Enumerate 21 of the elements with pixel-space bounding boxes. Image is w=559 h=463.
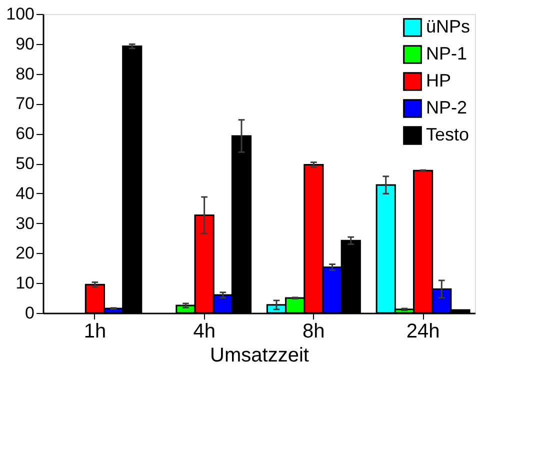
x-tick-label: 8h <box>302 320 325 342</box>
y-tick-label: 10 <box>16 274 34 293</box>
legend-label: HP <box>426 70 452 90</box>
y-tick-label: 20 <box>16 244 34 263</box>
y-tick-label: 80 <box>16 64 34 84</box>
y-tick-label: 50 <box>16 154 34 173</box>
x-axis-title: Umsatzzeit <box>210 344 310 366</box>
y-tick-label: 60 <box>16 124 34 144</box>
x-tick-label: 24h <box>406 320 440 342</box>
legend-label: NP-1 <box>426 44 468 64</box>
x-tick-label: 4h <box>193 320 216 342</box>
y-tick-label: 90 <box>16 34 34 54</box>
y-tick-label: 100 <box>6 4 34 24</box>
y-tick-label: 30 <box>16 214 34 233</box>
y-tick-label: 70 <box>16 94 34 114</box>
y-tick-label: 0 <box>25 304 34 322</box>
legend-label: Testo <box>426 124 470 144</box>
legend-label: üNPs <box>426 16 470 36</box>
x-tick-label: 1h <box>84 320 106 342</box>
legend-label: NP-2 <box>426 98 468 118</box>
y-tick-label: 40 <box>16 184 34 203</box>
